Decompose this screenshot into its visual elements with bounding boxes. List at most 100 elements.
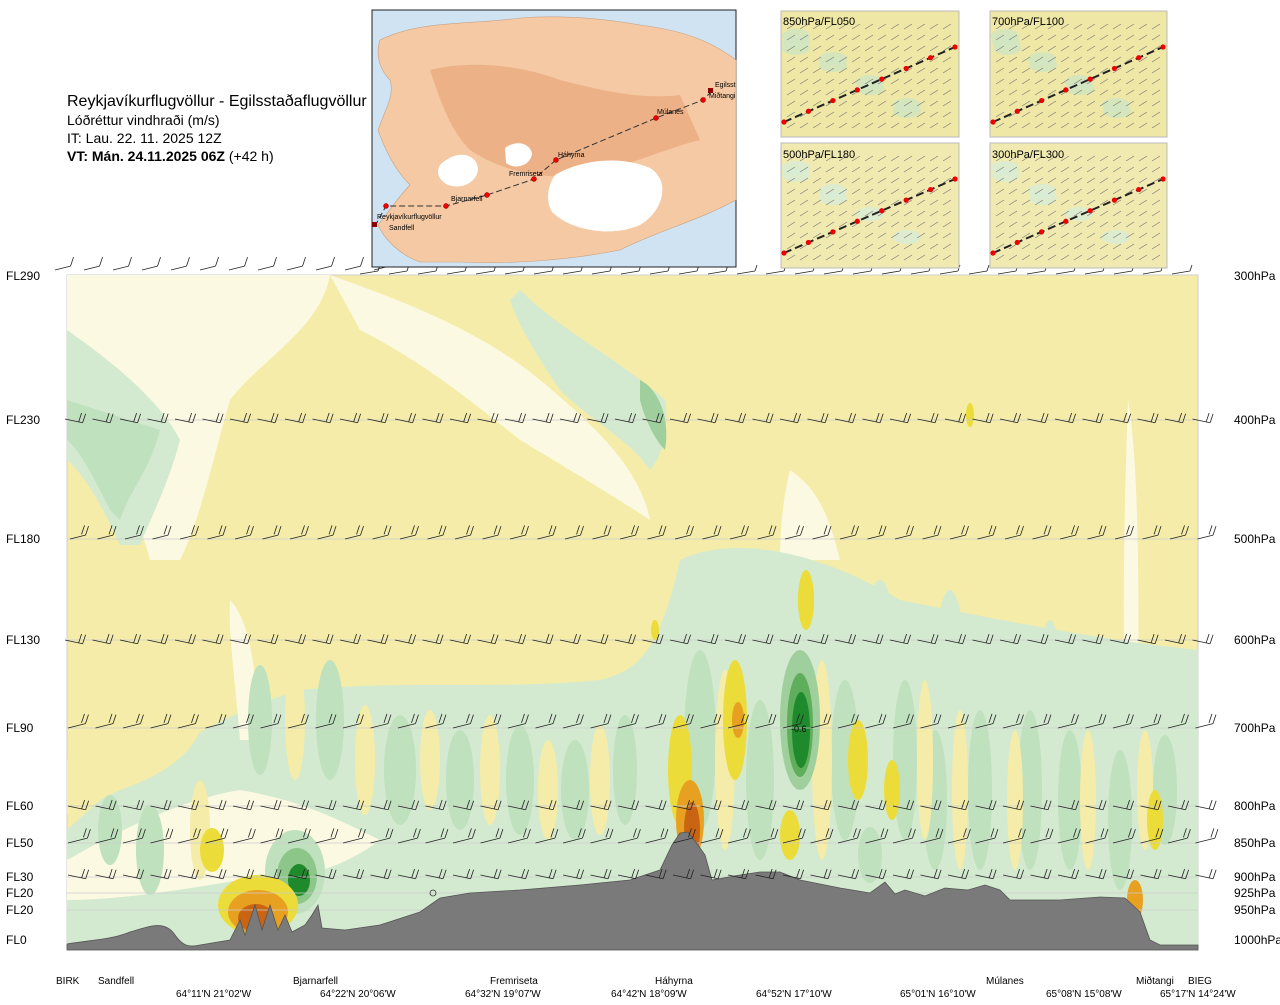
wind-barb [1085, 799, 1107, 811]
wind-barb [614, 633, 636, 645]
contour-annotation: -0.6 [791, 724, 807, 734]
wind-barb [532, 633, 554, 645]
wind-barb [147, 412, 169, 424]
right-axis-label: 900hPa [1234, 870, 1276, 884]
wind-barb [724, 412, 746, 424]
wind-barb [1082, 412, 1104, 424]
map-airport-bieg [708, 88, 713, 93]
wind-barb [1140, 799, 1162, 811]
wind-barb [975, 868, 997, 880]
wind-barb [509, 525, 529, 540]
left-axis-label: FL130 [6, 633, 40, 647]
wind-barb [1057, 799, 1079, 811]
route-point-label: Sandfell [98, 976, 134, 987]
wind-barb [95, 868, 117, 880]
contour-yellow-lowband [67, 727, 200, 815]
wind-barb [232, 868, 254, 880]
wind-barb [1112, 713, 1134, 729]
wind-barb [370, 828, 394, 844]
wind-barb [449, 412, 471, 424]
wind-barb [452, 713, 474, 729]
wind-barb [1140, 868, 1162, 880]
wind-barb [504, 412, 526, 424]
inset-route-point [1014, 108, 1020, 114]
wind-barb [286, 257, 306, 271]
wind-barb [1057, 713, 1079, 729]
wind-barb [147, 633, 169, 645]
wind-barb [477, 412, 499, 424]
wind-barb [315, 799, 337, 811]
wind-barb [228, 257, 248, 271]
wind-barb [700, 868, 722, 880]
left-axis-label: FL20 [6, 886, 34, 900]
left-axis-labels: FL290 FL230 FL180 FL130 FL90 FL60 FL50 FL30 FL20… [6, 269, 40, 947]
inset-route-point [952, 176, 958, 182]
route-map-inset: Reykjavíkurflugvöllur Sandfell Bjarnarfe… [371, 9, 737, 268]
wind-barb [865, 713, 887, 729]
wind-barb [92, 412, 114, 424]
map-airport-birk [372, 222, 377, 227]
inset-route-point [805, 108, 812, 114]
coordinate-label: 64°22'N 20°06'W [320, 989, 396, 1000]
wind-barb [452, 868, 474, 880]
wind-barb [202, 633, 224, 645]
wind-barb [122, 868, 144, 880]
map-label-bjarnarfell: Bjarnarfell [451, 196, 483, 203]
inset-500-title: 500hPa/FL180 [783, 149, 855, 161]
wind-barb [207, 525, 227, 540]
wind-barb [1195, 799, 1217, 811]
wind-barb [1087, 525, 1107, 540]
wind-barb [645, 868, 667, 880]
wind-barb [617, 828, 641, 844]
wind-barb [590, 828, 614, 844]
wind-barb [562, 828, 586, 844]
inset-route-point [1111, 65, 1118, 72]
wind-barb [229, 633, 251, 645]
wind-barb [480, 713, 502, 729]
wind-barb [672, 713, 694, 729]
wind-barb [205, 799, 227, 811]
wind-barb [95, 713, 117, 729]
wind-barb [177, 868, 199, 880]
inset-route-point [879, 76, 885, 82]
wind-barb [562, 799, 584, 811]
wind-barb [1167, 868, 1189, 880]
wind-barb [425, 828, 449, 844]
route-point-label: Fremriseta [490, 976, 538, 987]
wind-barb [504, 633, 526, 645]
wind-barb [1140, 713, 1162, 729]
left-axis-label: FL90 [6, 721, 34, 735]
right-axis-labels: 300hPa 400hPa 500hPa 600hPa 700hPa 800hPa 850h… [1234, 269, 1280, 947]
wind-barb [894, 525, 914, 540]
inset-pattern [781, 155, 958, 261]
wind-barb [562, 868, 584, 880]
inset-route-point [1038, 97, 1045, 104]
wind-barb [1027, 633, 1049, 645]
wind-barb [727, 828, 751, 844]
wind-barb [559, 633, 581, 645]
wind-barb [784, 525, 804, 540]
contour-field [67, 275, 1198, 950]
wind-barb [480, 828, 504, 844]
left-axis-label: FL20 [6, 903, 34, 917]
wind-barb [1167, 713, 1189, 729]
map-label-egilsst: Egilsst [715, 82, 736, 89]
wind-barb [977, 525, 997, 540]
wind-barb [968, 264, 990, 275]
wind-barb [645, 828, 669, 844]
wave-columns-left [98, 660, 637, 895]
contour-white-col [1123, 400, 1139, 700]
wind-barb [1142, 525, 1162, 540]
wind-barb [672, 799, 694, 811]
wind-barb [367, 633, 389, 645]
wind-barb [892, 828, 916, 844]
wind-barb [782, 713, 804, 729]
wind-barb [1002, 799, 1024, 811]
left-axis-label: FL30 [6, 870, 34, 884]
wind-barb [537, 525, 557, 540]
wind-barb [700, 713, 722, 729]
wind-barb [697, 412, 719, 424]
wind-barb [865, 868, 887, 880]
wind-barb [317, 525, 337, 540]
route-point-label: BIEG [1188, 976, 1212, 987]
